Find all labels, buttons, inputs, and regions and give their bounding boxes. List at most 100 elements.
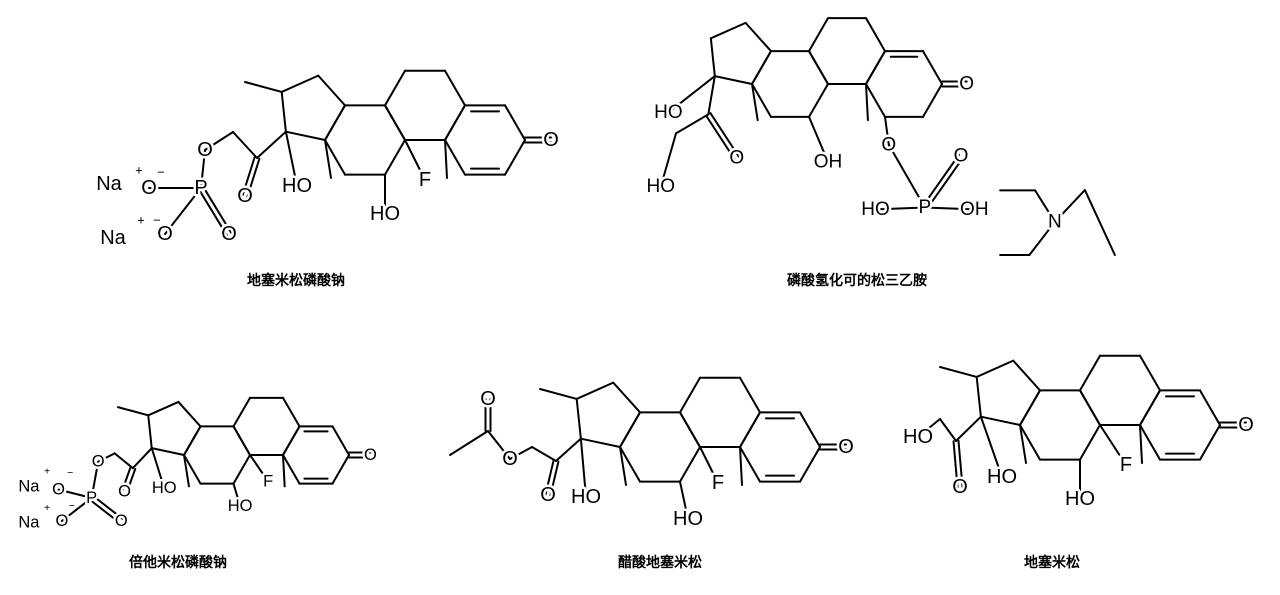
atom-label: O [118, 482, 131, 500]
bond [799, 446, 821, 483]
double-bond [544, 459, 555, 496]
atom-label: O [540, 484, 556, 506]
bond [444, 139, 448, 179]
bond [865, 50, 886, 85]
atom-label: P [86, 489, 97, 507]
atom-label: HO [228, 497, 253, 515]
bond [739, 376, 761, 414]
bond [1079, 389, 1101, 426]
bond [1079, 424, 1101, 461]
atom-label: HO [654, 102, 683, 123]
atom-label: F [419, 169, 431, 191]
bond [1034, 189, 1056, 223]
bond [504, 104, 526, 141]
bond [444, 104, 466, 141]
bond [404, 139, 426, 181]
double-bond [549, 460, 560, 497]
atom-label: O [952, 476, 968, 498]
bond [975, 375, 982, 418]
atom-label: O [197, 139, 213, 161]
bond [444, 139, 466, 176]
atom-label: Na [18, 514, 40, 532]
atom-label: Na [96, 173, 122, 195]
compound-name: 磷酸氢化可的松三乙胺 [787, 272, 927, 288]
bond [799, 411, 821, 448]
atom-label: HO [571, 486, 601, 508]
bond [1053, 189, 1086, 223]
bond [751, 50, 772, 85]
bond [282, 396, 301, 428]
bond [884, 115, 890, 146]
atom-label: HO [370, 203, 400, 225]
bond [865, 83, 886, 118]
bond [922, 83, 943, 118]
bond [249, 454, 270, 483]
bond [232, 425, 251, 456]
double-bond [246, 157, 261, 198]
double-bond [957, 439, 964, 488]
bond [709, 37, 716, 78]
atom-label: O [115, 512, 128, 530]
bond [117, 406, 150, 417]
bond [183, 454, 190, 488]
bond [939, 366, 978, 378]
bond [509, 446, 533, 460]
double-bond [121, 466, 132, 492]
atom-label: O [502, 448, 518, 470]
bond [131, 447, 153, 470]
bond [619, 446, 641, 483]
bond [808, 115, 829, 163]
bonds [57, 17, 1247, 524]
atom-label: O [729, 148, 744, 169]
bond [679, 480, 689, 520]
bond [808, 83, 829, 118]
bond [675, 113, 710, 135]
bond [808, 17, 829, 53]
bond [97, 452, 116, 463]
bond [922, 50, 943, 85]
bond [90, 460, 100, 499]
bond [1099, 424, 1127, 466]
bond [324, 139, 346, 176]
bond [256, 130, 287, 159]
bond [1139, 424, 1161, 461]
bond [865, 17, 886, 53]
atom-label: O [1238, 414, 1254, 436]
atom-label: Na [100, 227, 126, 249]
double-bond [197, 188, 228, 237]
double-bond [921, 153, 960, 208]
charge-label: + [44, 502, 50, 514]
atom-label: O [959, 74, 974, 95]
atom-label: P [919, 197, 932, 218]
bond [232, 482, 242, 508]
bond [917, 418, 941, 438]
compound-name: 地塞米松 [1024, 554, 1080, 570]
bond [744, 21, 772, 53]
atom-label: O [221, 223, 237, 245]
atom-label: HO [903, 426, 933, 448]
bond [667, 75, 716, 114]
bond [444, 69, 466, 107]
bond [282, 454, 286, 488]
double-bond [92, 494, 124, 521]
atom-label: O [55, 512, 68, 530]
charge-label: − [153, 213, 160, 228]
bond [384, 69, 406, 107]
bond [939, 418, 957, 442]
bond [204, 131, 234, 151]
compound-name: 醋酸地塞米松 [618, 554, 702, 570]
atom-label: O [92, 453, 105, 471]
bond [232, 396, 251, 428]
bond [707, 75, 716, 116]
bond [575, 381, 615, 400]
bond [1012, 359, 1041, 392]
bond [384, 139, 406, 176]
bond [60, 496, 93, 522]
bond [679, 411, 701, 448]
bond [284, 130, 298, 187]
bond [164, 187, 202, 235]
bond [1199, 389, 1221, 426]
bond [384, 104, 406, 141]
